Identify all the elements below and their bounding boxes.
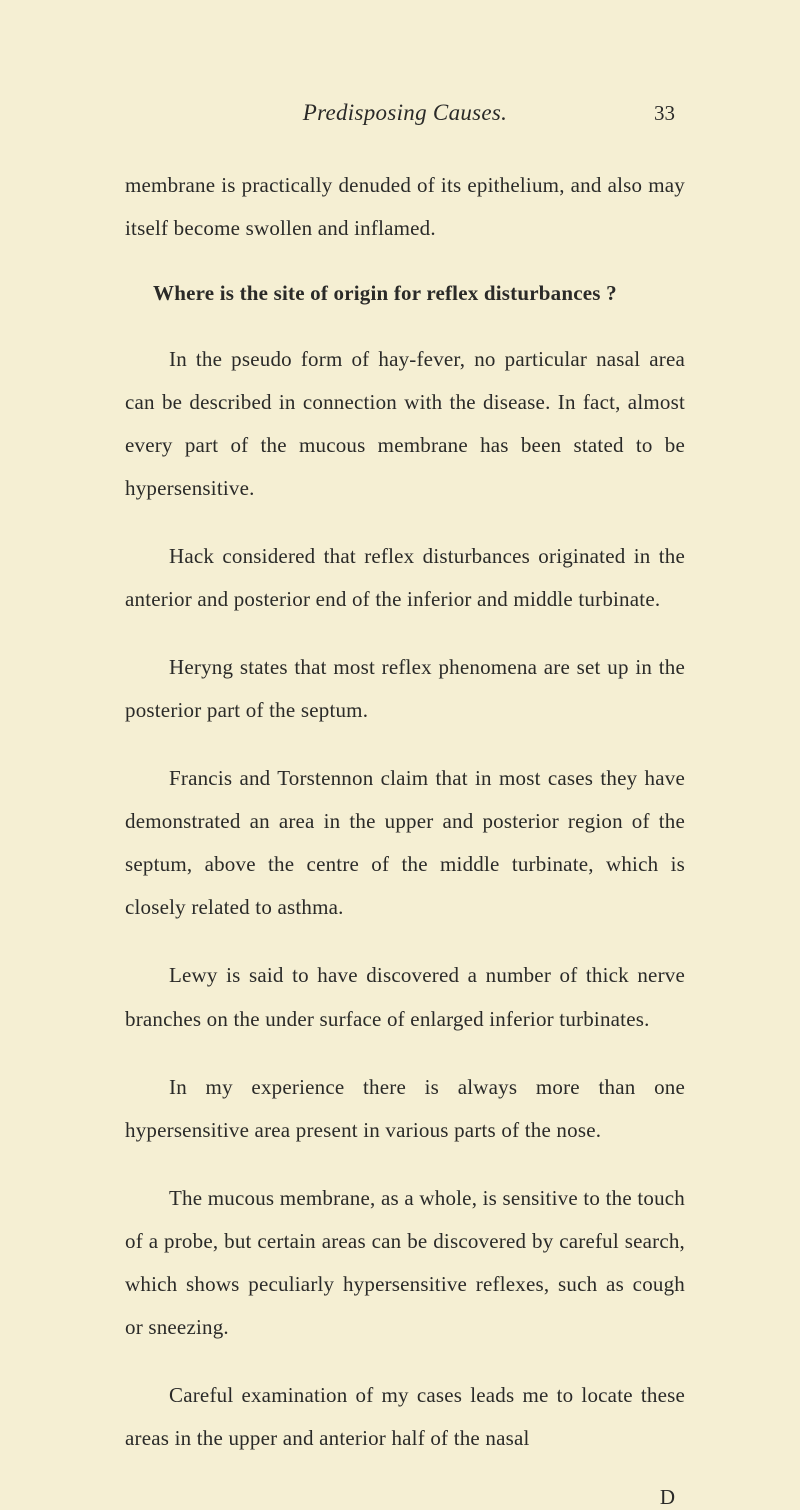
body-paragraph: Lewy is said to have discovered a number…: [125, 954, 685, 1040]
document-page: Predisposing Causes. 33 membrane is prac…: [0, 0, 800, 1349]
body-paragraph: In the pseudo form of hay-fever, no part…: [125, 338, 685, 510]
body-paragraph: Hack considered that reflex disturbances…: [125, 535, 685, 621]
body-paragraph: Francis and Torstennon claim that in mos…: [125, 757, 685, 929]
section-heading: Where is the site of origin for reflex d…: [125, 275, 685, 313]
body-paragraph: Careful examination of my cases leads me…: [125, 1374, 685, 1460]
page-number: 33: [645, 101, 675, 126]
signature-mark: D: [125, 1485, 685, 1510]
page-header: Predisposing Causes. 33: [125, 100, 685, 126]
body-paragraph: The mucous membrane, as a whole, is sens…: [125, 1177, 685, 1349]
body-paragraph: Heryng states that most reflex phenomena…: [125, 646, 685, 732]
body-paragraph: membrane is practically denuded of its e…: [125, 164, 685, 250]
running-title: Predisposing Causes.: [165, 100, 645, 126]
body-paragraph: In my experience there is always more th…: [125, 1066, 685, 1152]
